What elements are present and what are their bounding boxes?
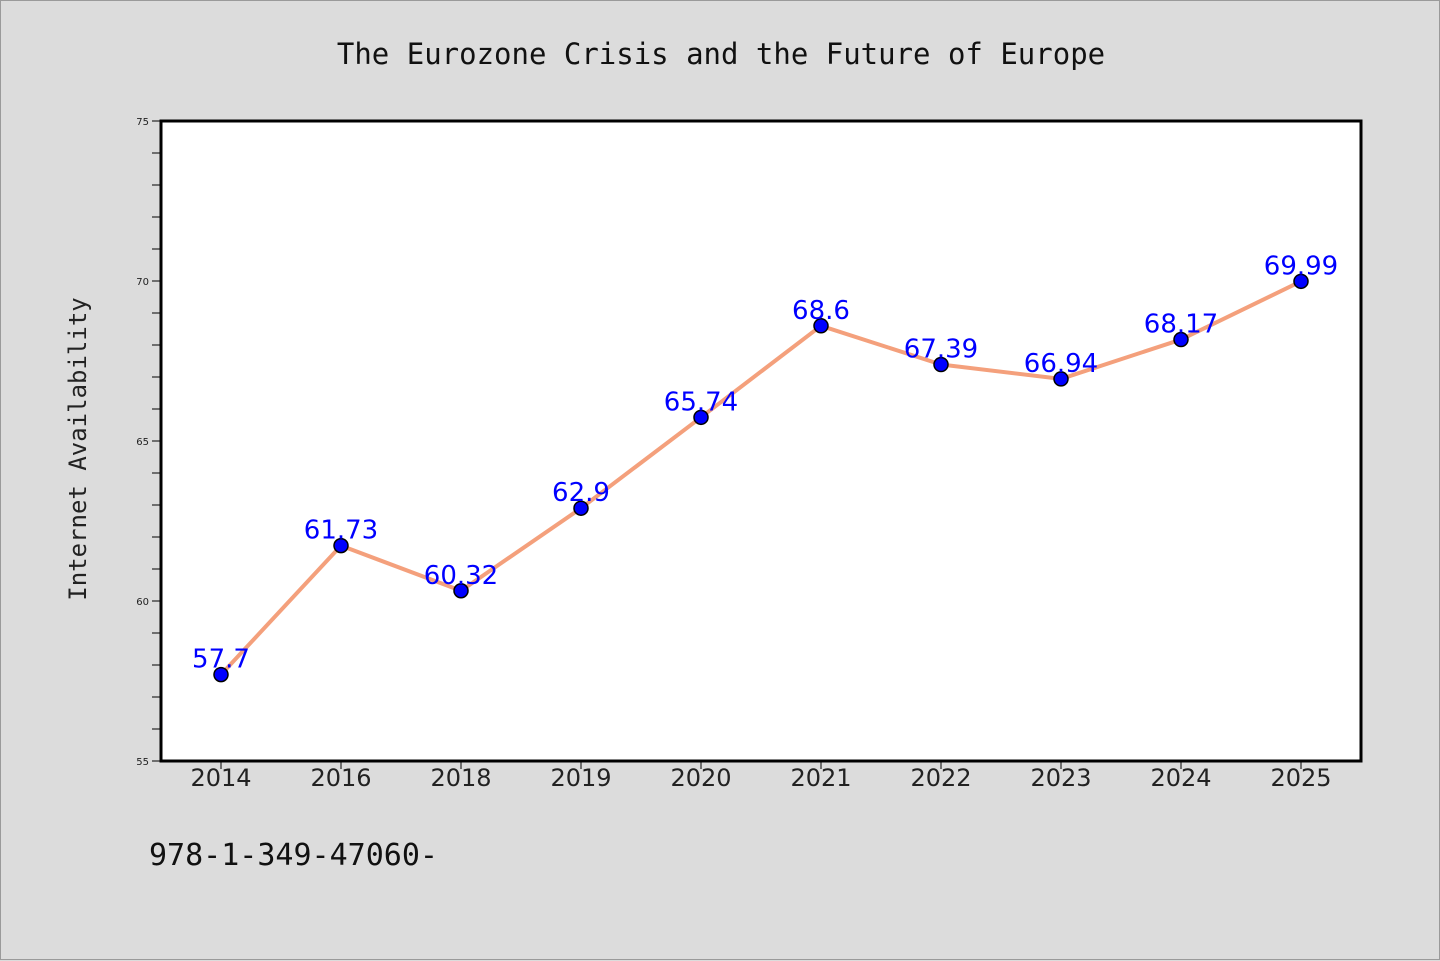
y-tick-label: 60 <box>136 597 149 608</box>
y-axis: 55 60 65 70 75 <box>136 117 161 768</box>
data-point <box>813 318 829 334</box>
data-label: 67.39 <box>904 335 978 365</box>
data-label: 69.99 <box>1264 251 1338 281</box>
y-axis-label: Internet Availability <box>64 297 92 600</box>
isbn-text: 978-1-349-47060- <box>149 838 438 873</box>
data-label: 57.7 <box>192 645 250 675</box>
data-point <box>1293 273 1309 290</box>
data-label: 60.32 <box>424 561 498 591</box>
series-line-group <box>219 279 1302 676</box>
x-tick-label: 2014 <box>190 764 251 792</box>
x-tick-label: 2020 <box>670 764 731 792</box>
data-point <box>333 537 349 554</box>
data-label: 68.17 <box>1144 310 1218 340</box>
data-point <box>453 583 469 599</box>
data-point <box>213 666 229 683</box>
y-tick-label: 70 <box>136 277 149 288</box>
x-tick-label: 2021 <box>790 764 851 792</box>
data-label: 66.94 <box>1024 349 1098 379</box>
y-tick-label: 65 <box>136 437 149 448</box>
data-point <box>573 500 589 516</box>
x-tick-label: 2025 <box>1270 764 1331 792</box>
data-point <box>693 409 709 426</box>
data-label: 65.74 <box>664 387 738 417</box>
series-line <box>219 279 1302 676</box>
data-markers <box>213 273 1309 683</box>
y-tick-label: 55 <box>136 757 149 768</box>
x-tick-label: 2019 <box>550 764 611 792</box>
x-tick-label: 2022 <box>910 764 971 792</box>
data-labels: 57.7 61.73 60.32 62.9 65.74 68.6 67.39 66.94 68.… <box>192 251 1338 674</box>
plot-area <box>159 119 1363 763</box>
data-point <box>1173 331 1189 348</box>
data-point <box>933 356 949 373</box>
data-label: 61.73 <box>304 516 378 546</box>
x-tick-label: 2018 <box>430 764 491 792</box>
data-point <box>1053 371 1069 387</box>
x-tick-label: 2016 <box>310 764 371 792</box>
y-tick-label: 75 <box>136 117 149 128</box>
x-tick-label: 2024 <box>1150 764 1211 792</box>
data-label: 68.6 <box>792 296 850 326</box>
chart-title: The Eurozone Crisis and the Future of Eu… <box>337 37 1105 71</box>
x-axis: 2014 2016 2018 2019 2020 2021 2022 2023 2024 2025 <box>190 761 1332 792</box>
x-tick-label: 2023 <box>1030 764 1091 792</box>
data-label: 62.9 <box>552 478 610 508</box>
